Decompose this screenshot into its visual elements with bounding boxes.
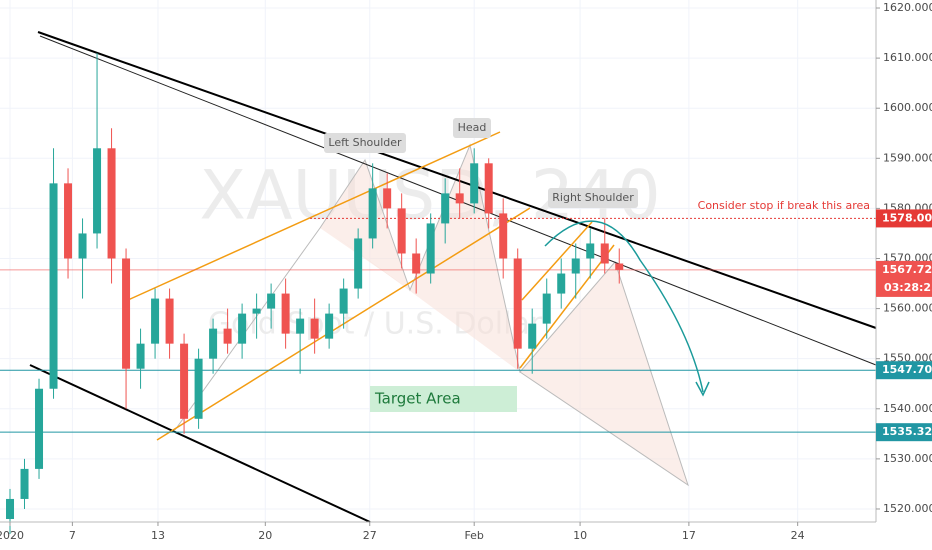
candle-body xyxy=(354,238,363,289)
candle-body xyxy=(368,188,377,239)
right-shoulder: Right Shoulder xyxy=(552,191,634,204)
target-area: Target Area xyxy=(374,390,461,408)
candle-body xyxy=(78,233,87,259)
grid xyxy=(0,0,876,522)
candle-body xyxy=(35,388,44,469)
x-tick-label: Feb xyxy=(464,529,483,542)
y-tick-label: 1520.000 xyxy=(883,502,932,515)
x-tick-label: 7 xyxy=(69,529,76,542)
candle-body xyxy=(542,293,551,324)
price-tag xyxy=(876,361,932,380)
price-tag xyxy=(876,423,932,442)
candle-body xyxy=(6,498,15,519)
y-tick-label: 1530.000 xyxy=(883,452,932,465)
countdown: 03:28:25 xyxy=(884,281,932,294)
candle-body xyxy=(136,343,145,369)
candle-body xyxy=(165,298,174,344)
candle-body xyxy=(615,263,624,270)
candle-body xyxy=(600,243,609,264)
candle-body xyxy=(397,208,406,254)
target-box xyxy=(370,386,517,412)
channel-line xyxy=(127,131,501,301)
projection-arc xyxy=(544,220,704,393)
label-box xyxy=(324,133,406,153)
x-tick-label: 20 xyxy=(258,529,272,542)
candle-body xyxy=(470,163,479,204)
candles xyxy=(6,53,624,535)
candle-body xyxy=(383,188,392,209)
candle-body xyxy=(49,183,58,389)
x-tick-label: 27 xyxy=(363,529,377,542)
head: Head xyxy=(458,121,487,134)
price-tag-label: 1547.703 xyxy=(882,363,932,376)
candle-body xyxy=(484,163,493,214)
candle-body xyxy=(412,253,421,274)
candle-body xyxy=(252,308,261,314)
levels xyxy=(0,217,876,433)
candle-body xyxy=(513,258,522,349)
left-shoulder: Left Shoulder xyxy=(328,136,402,149)
candle-body xyxy=(223,328,232,344)
candle-body xyxy=(586,243,595,259)
candle-body xyxy=(455,193,464,204)
x-tick-label: 17 xyxy=(682,529,696,542)
price-tag xyxy=(876,209,932,228)
candle-body xyxy=(64,183,73,259)
channel-line xyxy=(521,221,593,301)
candle-body xyxy=(528,323,537,349)
price-tag-label: 1567.722 xyxy=(882,263,932,276)
candle-body xyxy=(194,358,203,419)
candle-body xyxy=(180,343,189,419)
y-tick-label: 1600.000 xyxy=(883,101,932,114)
candle-body xyxy=(296,318,305,334)
candle-body xyxy=(151,298,160,344)
candle-body xyxy=(441,193,450,224)
candle-body xyxy=(325,313,334,339)
y-tick-label: 1560.000 xyxy=(883,302,932,315)
price-tag-label: 1535.329 xyxy=(882,425,932,438)
candle-body xyxy=(238,313,247,344)
candle-body xyxy=(499,213,508,259)
x-tick-label: 2020 xyxy=(0,529,24,542)
price-tag xyxy=(876,260,932,297)
y-tick-label: 1610.000 xyxy=(883,51,932,64)
candle-body xyxy=(267,293,276,309)
y-tick-label: 1540.000 xyxy=(883,402,932,415)
candle-body xyxy=(339,288,348,314)
candle-body xyxy=(209,328,218,359)
y-tick-label: 1620.000 xyxy=(883,1,932,14)
candle-body xyxy=(93,148,102,234)
candle-body xyxy=(122,258,131,369)
label-box xyxy=(548,188,638,208)
candle-body xyxy=(107,148,116,259)
shade xyxy=(320,160,410,290)
x-tick-label: 10 xyxy=(573,529,587,542)
price-tag-label: 1578.000 xyxy=(882,211,932,224)
candle-body xyxy=(571,258,580,274)
x-tick-label: 24 xyxy=(791,529,805,542)
label-box xyxy=(453,118,491,138)
trend-line xyxy=(29,364,371,523)
arrow-head xyxy=(695,381,710,397)
y-tick-label: 1590.000 xyxy=(883,151,932,164)
stop-note: Consider stop if break this area xyxy=(698,199,870,212)
candle-body xyxy=(557,273,566,294)
candle-body xyxy=(20,468,29,499)
candle-body xyxy=(281,293,290,334)
candle-body xyxy=(426,223,435,274)
shade xyxy=(520,262,688,485)
x-tick-label: 13 xyxy=(151,529,165,542)
trend-line xyxy=(37,31,877,329)
candle-body xyxy=(310,318,319,339)
